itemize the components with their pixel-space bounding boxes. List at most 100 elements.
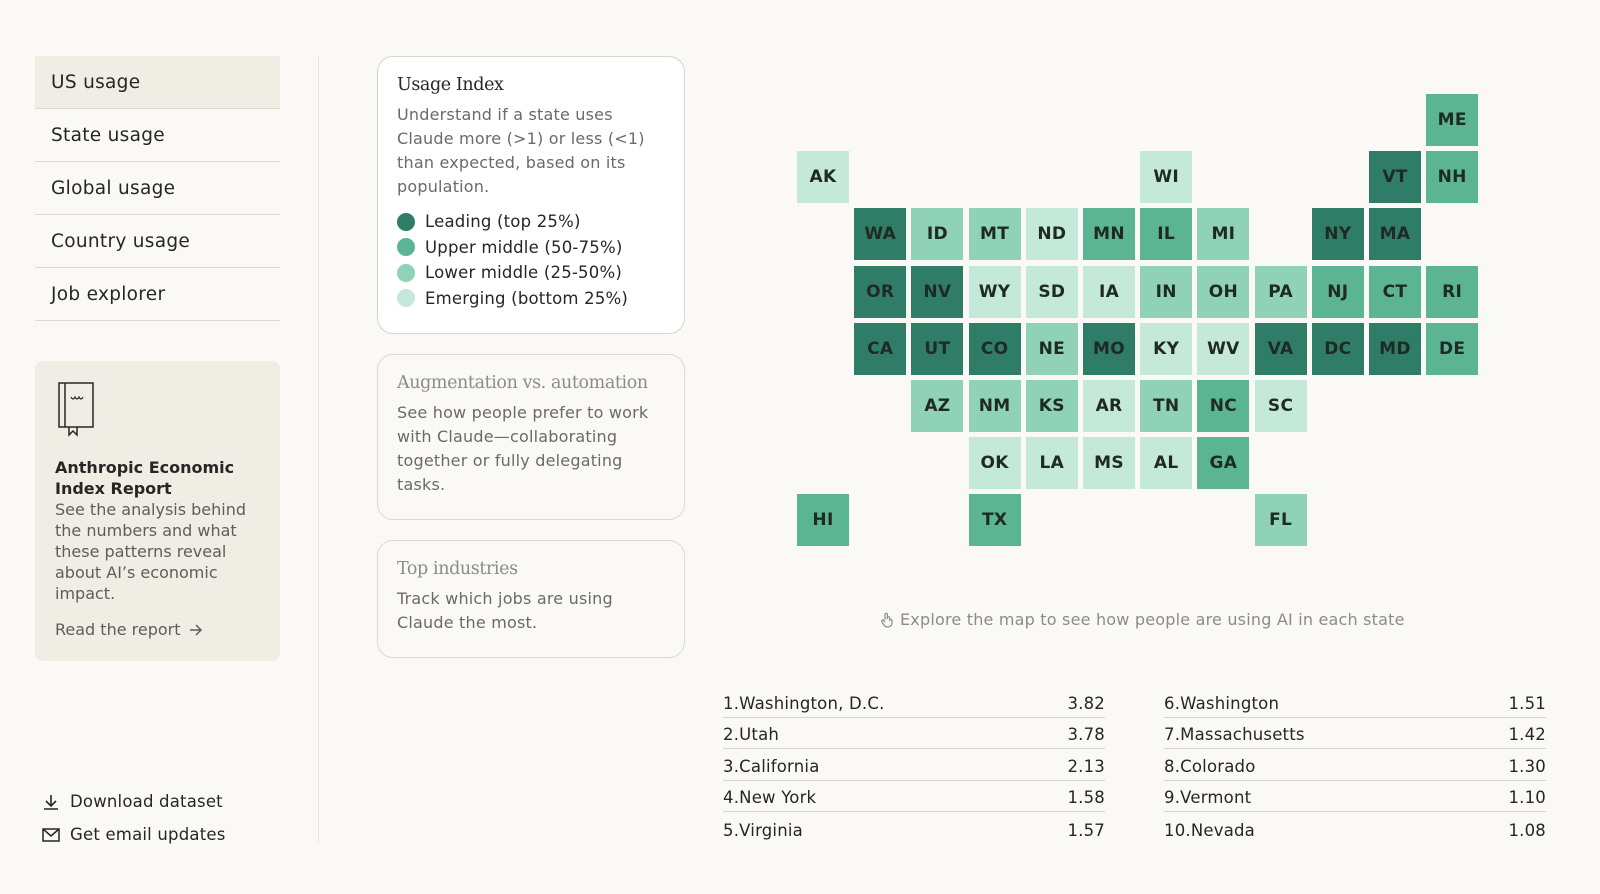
rank-state-name: Washington, D.C. (739, 693, 885, 713)
state-tile-wv[interactable]: WV (1197, 322, 1250, 375)
state-tile-ma[interactable]: MA (1369, 208, 1421, 261)
state-tile-mt[interactable]: MT (968, 208, 1021, 261)
state-tile-de[interactable]: DE (1426, 322, 1479, 375)
state-tile-ca[interactable]: CA (854, 322, 907, 375)
top-industries-card[interactable]: Top industries Track which jobs are usin… (377, 540, 685, 658)
rank-state-name: Massachusetts (1180, 725, 1305, 744)
state-tile-sd[interactable]: SD (1025, 265, 1078, 318)
state-tile-al[interactable]: AL (1140, 437, 1193, 490)
download-icon (44, 794, 58, 810)
download-dataset-link[interactable]: Download dataset (42, 785, 226, 818)
map-hint-text: Explore the map to see how people are us… (900, 610, 1405, 629)
state-tile-ok[interactable]: OK (968, 437, 1021, 490)
ranking-row[interactable]: 5.Virginia 1.57 (723, 812, 1105, 844)
state-tile-va[interactable]: VA (1254, 322, 1307, 375)
state-tile-wa[interactable]: WA (854, 208, 907, 261)
state-tile-la[interactable]: LA (1025, 437, 1078, 490)
rank-number: 3. (723, 756, 740, 776)
state-tile-nm[interactable]: NM (968, 380, 1021, 432)
rank-value: 1.42 (1508, 725, 1546, 744)
rankings-column-right: 6.Washington 1.51 7.Massachusetts 1.42 8… (1164, 686, 1546, 844)
state-tile-ri[interactable]: RI (1426, 265, 1479, 318)
read-report-link[interactable]: Read the report (55, 620, 260, 639)
rank-state-name: Colorado (1180, 756, 1256, 776)
state-tile-dc[interactable]: DC (1311, 322, 1364, 375)
rank-number: 4. (723, 788, 740, 807)
state-tile-ut[interactable]: UT (911, 322, 964, 375)
download-dataset-label: Download dataset (70, 792, 223, 811)
ranking-row[interactable]: 3.California 2.13 (723, 749, 1105, 781)
legend-item: Upper middle (50-75%) (397, 235, 665, 261)
card-description: Understand if a state uses Claude more (… (397, 105, 645, 196)
state-tile-nh[interactable]: NH (1426, 151, 1479, 204)
state-tile-fl[interactable]: FL (1254, 494, 1307, 547)
state-tile-id[interactable]: ID (911, 208, 964, 261)
rank-value: 2.13 (1067, 756, 1105, 776)
state-tile-ga[interactable]: GA (1197, 437, 1250, 490)
ranking-row[interactable]: 2.Utah 3.78 (723, 718, 1105, 749)
state-tile-tn[interactable]: TN (1140, 380, 1193, 432)
sidebar-divider (318, 56, 319, 842)
ranking-row[interactable]: 10.Nevada 1.08 (1164, 812, 1546, 844)
nav-item-us-usage[interactable]: US usage (35, 56, 280, 109)
state-tile-ks[interactable]: KS (1025, 380, 1078, 432)
rank-number: 2. (723, 725, 740, 744)
sidebar-nav: US usage State usage Global usage Countr… (35, 56, 280, 321)
rank-value: 1.30 (1508, 756, 1546, 776)
usage-index-card[interactable]: Usage Index Understand if a state uses C… (377, 56, 685, 334)
state-tile-nv[interactable]: NV (911, 265, 964, 318)
state-tile-ky[interactable]: KY (1140, 322, 1193, 375)
state-tile-ia[interactable]: IA (1083, 265, 1135, 318)
state-tile-ne[interactable]: NE (1025, 322, 1078, 375)
state-tile-in[interactable]: IN (1140, 265, 1193, 318)
state-tile-pa[interactable]: PA (1254, 265, 1307, 318)
legend-dot (397, 263, 415, 282)
rank-number: 9. (1164, 788, 1181, 807)
email-updates-link[interactable]: Get email updates (42, 818, 226, 851)
state-tile-hi[interactable]: HI (797, 494, 849, 547)
state-tile-il[interactable]: IL (1140, 208, 1193, 261)
ranking-row[interactable]: 4.New York 1.58 (723, 781, 1105, 812)
rank-state-name: New York (739, 788, 817, 807)
state-tile-ms[interactable]: MS (1083, 437, 1135, 490)
state-tile-oh[interactable]: OH (1197, 265, 1250, 318)
state-tile-vt[interactable]: VT (1369, 151, 1421, 204)
ranking-row[interactable]: 7.Massachusetts 1.42 (1164, 718, 1546, 749)
state-tile-ny[interactable]: NY (1311, 208, 1364, 261)
state-tile-mo[interactable]: MO (1083, 322, 1135, 375)
legend-label: Lower middle (25-50%) (425, 263, 622, 283)
state-tile-ct[interactable]: CT (1369, 265, 1421, 318)
state-tile-mi[interactable]: MI (1197, 208, 1250, 261)
state-tile-nc[interactable]: NC (1197, 380, 1250, 432)
nav-item-job-explorer[interactable]: Job explorer (35, 268, 280, 321)
state-tile-ak[interactable]: AK (797, 151, 849, 204)
rank-value: 1.57 (1067, 820, 1105, 840)
nav-item-global-usage[interactable]: Global usage (35, 162, 280, 215)
legend-label: Emerging (bottom 25%) (425, 288, 629, 308)
state-tile-sc[interactable]: SC (1254, 380, 1307, 432)
state-tile-or[interactable]: OR (854, 265, 907, 318)
state-tile-nd[interactable]: ND (1025, 208, 1078, 261)
state-tile-wy[interactable]: WY (968, 265, 1021, 318)
ranking-row[interactable]: 8.Colorado 1.30 (1164, 749, 1546, 781)
state-tile-az[interactable]: AZ (911, 380, 964, 432)
legend-item: Leading (top 25%) (397, 209, 665, 235)
state-tile-wi[interactable]: WI (1140, 151, 1193, 204)
legend-label: Upper middle (50-75%) (425, 237, 623, 257)
ranking-row[interactable]: 6.Washington 1.51 (1164, 686, 1546, 718)
state-tile-nj[interactable]: NJ (1311, 265, 1364, 318)
report-description: See the analysis behind the numbers and … (55, 500, 247, 603)
mail-icon (42, 827, 60, 842)
state-tile-ar[interactable]: AR (1083, 380, 1135, 432)
state-tile-co[interactable]: CO (968, 322, 1021, 375)
state-tile-me[interactable]: ME (1426, 94, 1479, 146)
nav-item-state-usage[interactable]: State usage (35, 109, 280, 162)
ranking-row[interactable]: 1.Washington, D.C. 3.82 (723, 686, 1105, 718)
state-tile-md[interactable]: MD (1369, 322, 1421, 375)
nav-item-country-usage[interactable]: Country usage (35, 215, 280, 268)
ranking-row[interactable]: 9.Vermont 1.10 (1164, 781, 1546, 812)
augmentation-card[interactable]: Augmentation vs. automation See how peop… (377, 354, 685, 520)
state-tile-tx[interactable]: TX (968, 494, 1021, 547)
state-tile-mn[interactable]: MN (1083, 208, 1135, 261)
